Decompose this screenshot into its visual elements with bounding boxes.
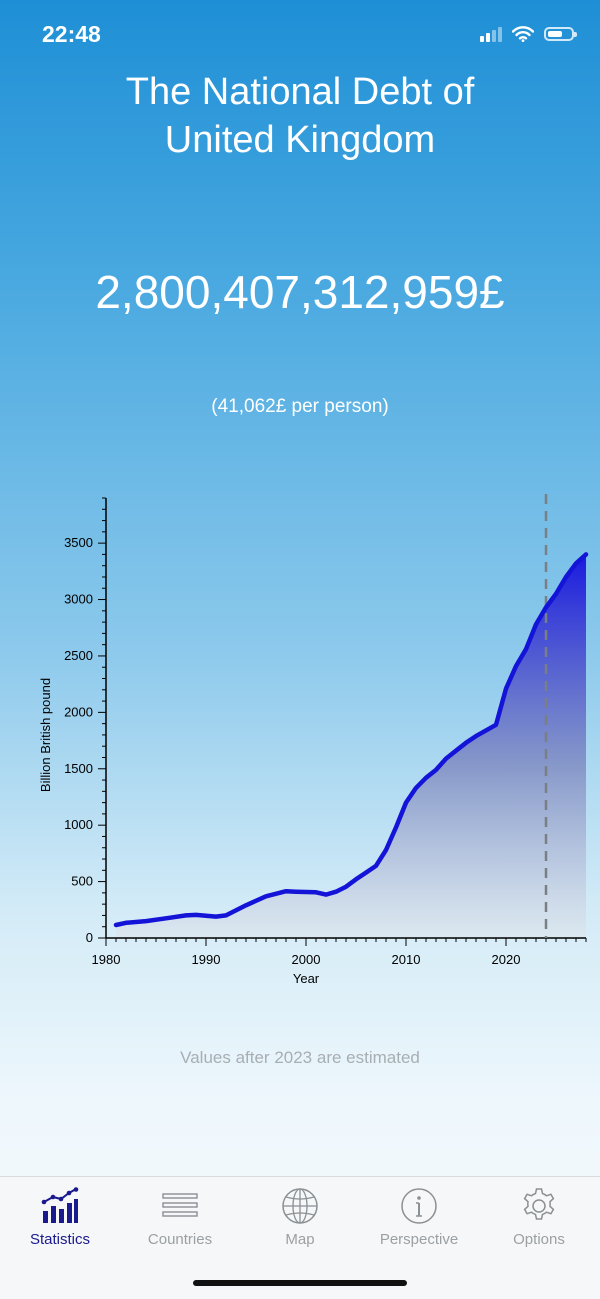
page-title: The National Debt of United Kingdom	[0, 68, 600, 164]
y-tick-label: 0	[86, 930, 93, 945]
tab-label-map: Map	[285, 1231, 315, 1248]
status-icons	[480, 26, 577, 42]
x-tick-label: 2010	[392, 952, 421, 967]
cellular-signal-icon	[480, 26, 502, 42]
debt-area-fill	[116, 554, 586, 938]
tab-statistics[interactable]: Statistics	[0, 1187, 120, 1248]
y-tick-label: 2000	[64, 704, 93, 719]
battery-icon	[544, 27, 577, 41]
x-tick-label: 2020	[492, 952, 521, 967]
status-time: 22:48	[42, 21, 101, 47]
globe-icon	[282, 1188, 318, 1224]
y-tick-label: 2500	[64, 648, 93, 663]
info-icon	[401, 1188, 437, 1224]
y-tick-label: 1000	[64, 817, 93, 832]
tab-label-perspective: Perspective	[379, 1231, 459, 1248]
gear-icon	[523, 1188, 555, 1220]
y-tick-label: 1500	[64, 761, 93, 776]
estimate-note: Values after 2023 are estimated	[180, 1048, 420, 1067]
y-axis-label: Billion British pound	[38, 678, 53, 792]
tab-label-options: Options	[513, 1231, 565, 1248]
list-icon	[162, 1193, 198, 1217]
title-line-1: The National Debt of	[125, 71, 475, 113]
tab-perspective[interactable]: Perspective	[359, 1187, 479, 1248]
per-person-debt: (41,062£ per person)	[211, 396, 389, 417]
status-bar: 22:48	[0, 0, 600, 70]
y-tick-label: 3000	[64, 592, 93, 607]
x-tick-label: 2000	[292, 952, 321, 967]
debt-series-line	[113, 552, 589, 928]
tab-map[interactable]: Map	[240, 1187, 360, 1248]
tab-bar: Statistics Countries Map Perspective	[0, 1176, 600, 1299]
y-tick-label: 500	[71, 874, 93, 889]
tab-options[interactable]: Options	[479, 1187, 599, 1248]
x-tick-label: 1980	[92, 952, 121, 967]
tab-countries[interactable]: Countries	[120, 1187, 240, 1248]
home-indicator[interactable]	[193, 1280, 407, 1286]
debt-chart: 0 500 1000 1500 2000 2500 3000 3500 1980 1990 2000…	[38, 494, 589, 986]
bar-chart-icon	[41, 1187, 79, 1223]
tab-label-countries: Countries	[147, 1231, 213, 1248]
y-tick-label: 3500	[64, 535, 93, 550]
tab-label-statistics: Statistics	[29, 1231, 90, 1248]
title-line-2: United Kingdom	[164, 119, 436, 161]
x-axis-label: Year	[293, 971, 320, 986]
total-debt: 2,800,407,312,959£	[95, 266, 505, 318]
x-tick-label: 1990	[192, 952, 221, 967]
wifi-icon	[512, 26, 534, 42]
